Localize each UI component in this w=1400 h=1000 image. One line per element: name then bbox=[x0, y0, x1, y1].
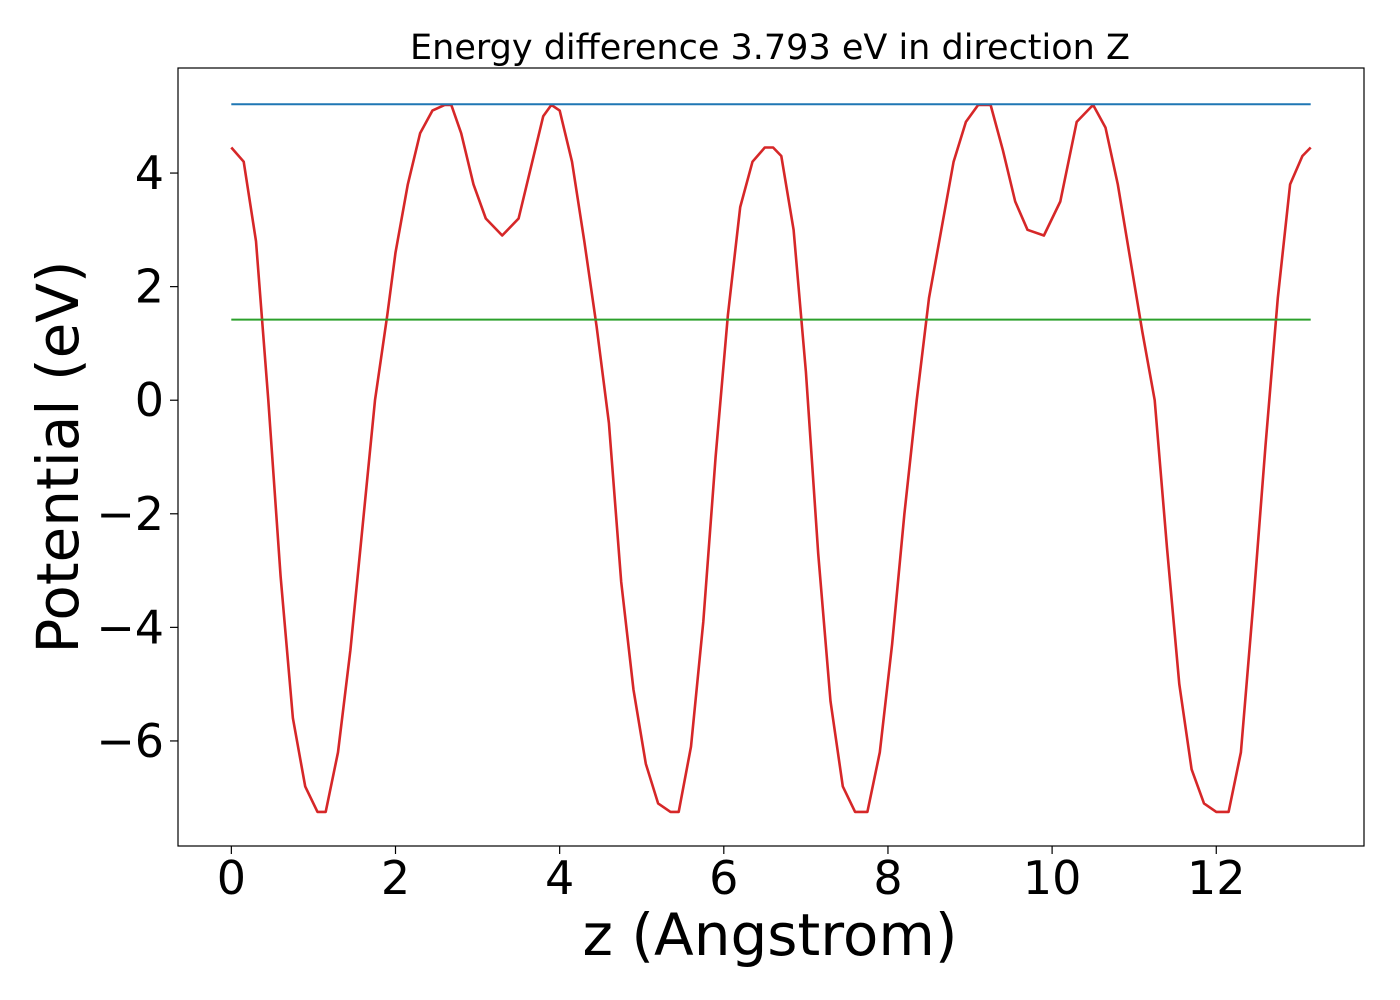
x-tick-label: 8 bbox=[873, 851, 902, 905]
y-tick-label: 4 bbox=[135, 146, 164, 200]
potential-line bbox=[230, 103, 1312, 814]
y-tick-label: 0 bbox=[135, 373, 164, 427]
y-tick-label: 2 bbox=[135, 260, 164, 314]
x-axis: 0 2 4 6 8 10 12 bbox=[217, 846, 1246, 905]
x-tick-label: 12 bbox=[1187, 851, 1246, 905]
x-tick-label: 6 bbox=[709, 851, 738, 905]
series-layer bbox=[230, 103, 1312, 814]
x-axis-label: z (Angstrom) bbox=[583, 901, 958, 969]
chart-title: Energy difference 3.793 eV in direction … bbox=[410, 28, 1130, 68]
plot-frame bbox=[177, 67, 1365, 847]
y-tick-label: −6 bbox=[96, 714, 164, 768]
x-tick-label: 10 bbox=[1023, 851, 1082, 905]
x-tick-label: 0 bbox=[217, 851, 246, 905]
y-tick-label: −4 bbox=[96, 600, 164, 654]
x-tick-label: 4 bbox=[545, 851, 574, 905]
y-axis-label: Potential (eV) bbox=[24, 260, 92, 653]
x-tick-label: 2 bbox=[381, 851, 410, 905]
y-tick-label: −2 bbox=[96, 487, 164, 541]
y-axis: 4 2 0 −2 −4 −6 bbox=[96, 146, 178, 768]
